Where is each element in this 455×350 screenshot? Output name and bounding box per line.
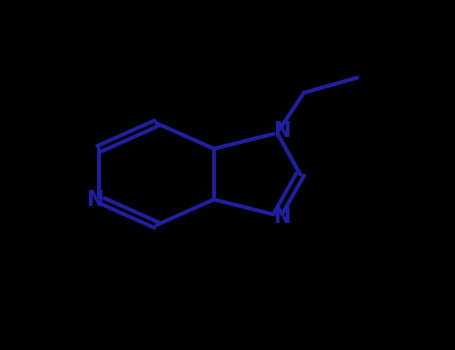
- Text: N: N: [86, 189, 103, 210]
- Text: N: N: [273, 207, 290, 227]
- Text: N: N: [273, 121, 290, 141]
